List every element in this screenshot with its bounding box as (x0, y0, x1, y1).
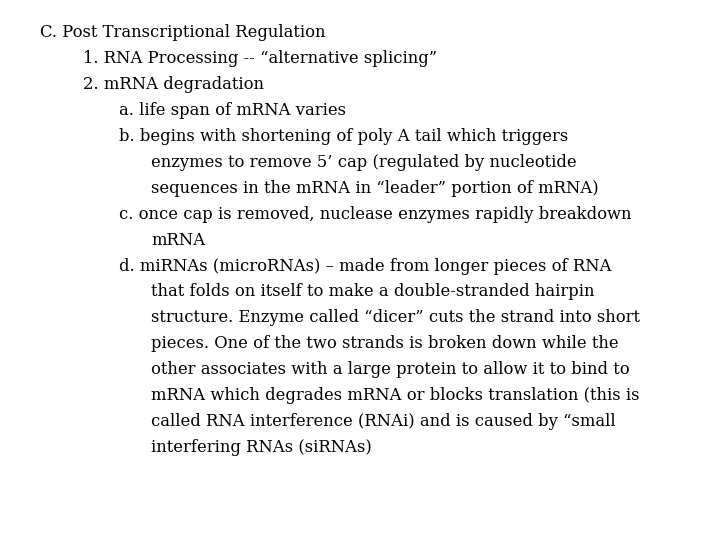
Text: C. Post Transcriptional Regulation: C. Post Transcriptional Regulation (40, 24, 325, 41)
Text: enzymes to remove 5’ cap (regulated by nucleotide: enzymes to remove 5’ cap (regulated by n… (151, 154, 577, 171)
Text: pieces. One of the two strands is broken down while the: pieces. One of the two strands is broken… (151, 335, 618, 352)
Text: sequences in the mRNA in “leader” portion of mRNA): sequences in the mRNA in “leader” portio… (151, 180, 599, 197)
Text: c. once cap is removed, nuclease enzymes rapidly breakdown: c. once cap is removed, nuclease enzymes… (119, 206, 631, 222)
Text: 2. mRNA degradation: 2. mRNA degradation (83, 76, 264, 93)
Text: b. begins with shortening of poly A tail which triggers: b. begins with shortening of poly A tail… (119, 128, 568, 145)
Text: called RNA interference (RNAi) and is caused by “small: called RNA interference (RNAi) and is ca… (151, 413, 616, 430)
Text: a. life span of mRNA varies: a. life span of mRNA varies (119, 102, 346, 119)
Text: that folds on itself to make a double-stranded hairpin: that folds on itself to make a double-st… (151, 284, 595, 300)
Text: structure. Enzyme called “dicer” cuts the strand into short: structure. Enzyme called “dicer” cuts th… (151, 309, 640, 326)
Text: other associates with a large protein to allow it to bind to: other associates with a large protein to… (151, 361, 630, 378)
Text: d. miRNAs (microRNAs) – made from longer pieces of RNA: d. miRNAs (microRNAs) – made from longer… (119, 258, 611, 274)
Text: mRNA: mRNA (151, 232, 205, 248)
Text: 1. RNA Processing -- “alternative splicing”: 1. RNA Processing -- “alternative splici… (83, 50, 437, 67)
Text: interfering RNAs (siRNAs): interfering RNAs (siRNAs) (151, 439, 372, 456)
Text: mRNA which degrades mRNA or blocks translation (this is: mRNA which degrades mRNA or blocks trans… (151, 387, 639, 404)
